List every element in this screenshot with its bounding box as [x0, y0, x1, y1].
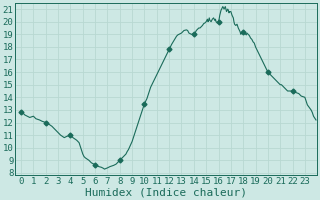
X-axis label: Humidex (Indice chaleur): Humidex (Indice chaleur): [85, 187, 247, 197]
